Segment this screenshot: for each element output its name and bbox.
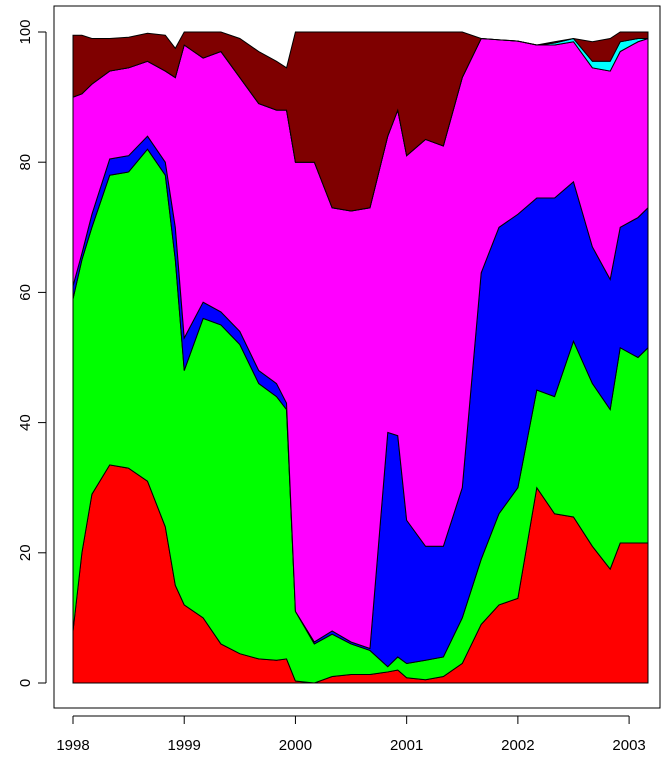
x-tick-label: 2000	[279, 737, 312, 754]
x-tick-label: 2001	[390, 737, 423, 754]
y-tick-label: 80	[17, 154, 34, 171]
y-tick-label: 100	[17, 19, 34, 44]
plot-box	[53, 5, 661, 709]
y-tick-label: 0	[17, 679, 34, 687]
x-tick-label: 1999	[168, 737, 201, 754]
x-tick-label: 2003	[612, 737, 645, 754]
area	[72, 31, 649, 212]
y-tick-label: 60	[17, 284, 34, 301]
y-tick-label: 20	[17, 544, 34, 561]
y-tick-label: 40	[17, 414, 34, 431]
x-tick-label: 2002	[501, 737, 534, 754]
x-tick-label: 1998	[56, 737, 89, 754]
